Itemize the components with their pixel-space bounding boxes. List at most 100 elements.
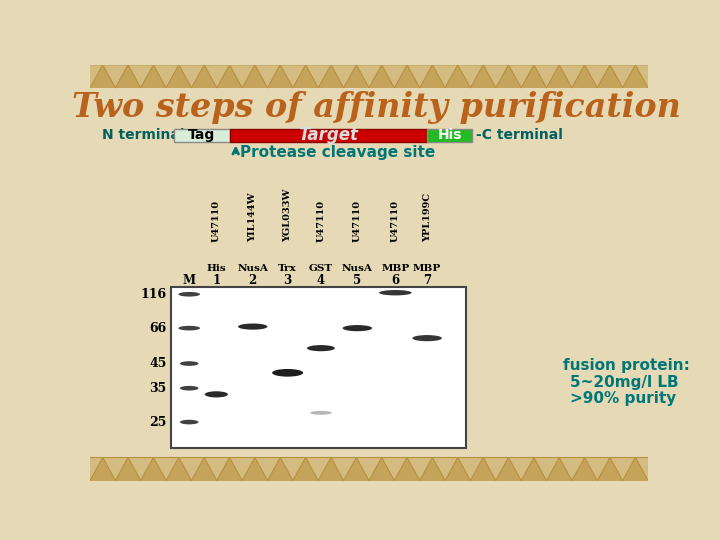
Polygon shape [230,65,255,88]
Bar [90,65,648,88]
Text: GST: GST [309,265,333,273]
Ellipse shape [179,292,200,296]
Text: Two steps of affinity purification: Two steps of affinity purification [72,91,681,124]
Text: 4: 4 [317,274,325,287]
Polygon shape [585,457,610,481]
Polygon shape [280,457,305,481]
Text: U47110: U47110 [391,200,400,242]
Ellipse shape [379,290,412,295]
Ellipse shape [180,420,199,424]
Text: U47110: U47110 [317,200,325,242]
Polygon shape [534,457,559,481]
Polygon shape [407,457,433,481]
Text: His: His [207,265,226,273]
Polygon shape [128,457,153,481]
Bar [174,129,230,142]
Polygon shape [77,65,103,88]
Polygon shape [635,65,661,88]
Text: Tag: Tag [188,129,215,142]
Polygon shape [559,65,585,88]
Polygon shape [483,65,508,88]
Text: 2: 2 [248,274,257,287]
Text: >90% purity: >90% purity [570,392,677,407]
Polygon shape [433,457,458,481]
Text: Target: Target [298,126,359,144]
Polygon shape [458,65,483,88]
Text: 3: 3 [284,274,292,287]
Polygon shape [610,65,635,88]
Text: YGL033W: YGL033W [283,188,292,242]
Polygon shape [153,457,179,481]
Polygon shape [382,457,407,481]
Ellipse shape [310,411,332,415]
Polygon shape [433,65,458,88]
Polygon shape [508,457,534,481]
Ellipse shape [204,392,228,397]
Text: 116: 116 [140,288,167,301]
Polygon shape [179,457,204,481]
Text: 66: 66 [150,322,167,335]
Polygon shape [153,65,179,88]
Text: YIL144W: YIL144W [248,192,257,242]
Polygon shape [356,457,382,481]
Text: N terminal-: N terminal- [102,129,190,142]
Polygon shape [230,457,255,481]
Bar [427,129,472,142]
Text: MBP: MBP [413,265,441,273]
Ellipse shape [413,335,442,341]
Bar [90,457,648,481]
Polygon shape [204,457,230,481]
Polygon shape [331,65,356,88]
Ellipse shape [180,361,199,366]
Text: NusA: NusA [238,265,268,273]
Bar [230,129,427,142]
Polygon shape [407,65,433,88]
Text: NusA: NusA [342,265,373,273]
Ellipse shape [307,345,335,351]
Ellipse shape [180,386,199,390]
Text: 35: 35 [150,382,167,395]
Ellipse shape [272,369,303,377]
Text: YPL199C: YPL199C [423,193,431,242]
Polygon shape [610,457,635,481]
Text: 7: 7 [423,274,431,287]
Polygon shape [305,65,331,88]
Polygon shape [77,457,103,481]
Text: 5~20mg/l LB: 5~20mg/l LB [570,375,679,389]
Polygon shape [103,457,128,481]
Text: fusion protein:: fusion protein: [563,357,690,373]
Ellipse shape [343,325,372,331]
Text: 6: 6 [391,274,400,287]
Polygon shape [255,457,280,481]
Polygon shape [280,65,305,88]
Polygon shape [204,65,230,88]
Text: M: M [183,274,196,287]
Polygon shape [255,65,280,88]
Polygon shape [458,457,483,481]
Text: U47110: U47110 [353,200,362,242]
Polygon shape [356,65,382,88]
Polygon shape [179,65,204,88]
Polygon shape [305,457,331,481]
Polygon shape [635,457,661,481]
Polygon shape [331,457,356,481]
Text: 1: 1 [212,274,220,287]
Text: 5: 5 [354,274,361,287]
Ellipse shape [238,323,267,330]
Polygon shape [128,65,153,88]
Bar [171,287,466,448]
Text: Protease cleavage site: Protease cleavage site [240,145,436,160]
Polygon shape [382,65,407,88]
Polygon shape [508,65,534,88]
Text: -C terminal: -C terminal [476,129,563,142]
Polygon shape [483,457,508,481]
Polygon shape [534,65,559,88]
Polygon shape [585,65,610,88]
Polygon shape [103,65,128,88]
Text: MBP: MBP [381,265,410,273]
Text: Trx: Trx [279,265,297,273]
Text: His: His [437,129,462,142]
Text: 25: 25 [149,416,167,429]
Text: 45: 45 [149,357,167,370]
Ellipse shape [179,326,200,330]
